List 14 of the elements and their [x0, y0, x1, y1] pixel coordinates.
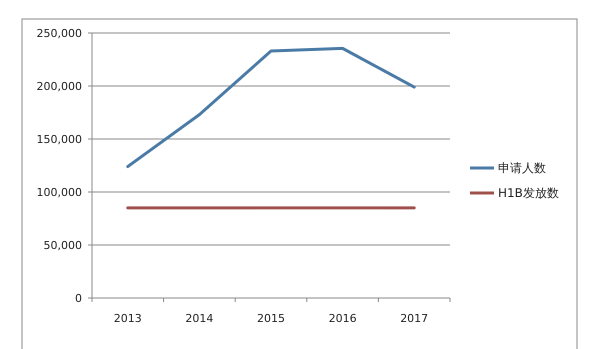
y-tick-label: 100,000 — [36, 186, 82, 199]
legend-label: 申请人数 — [498, 161, 546, 176]
x-tick-label: 2014 — [185, 312, 214, 325]
y-tick-label: 200,000 — [36, 80, 82, 93]
x-tick-label: 2015 — [257, 312, 285, 325]
legend-label: H1B发放数 — [498, 186, 559, 200]
x-tick-label: 2013 — [114, 312, 142, 325]
y-tick-label: 150,000 — [36, 132, 82, 146]
line-series — [126, 46, 416, 168]
y-tick-label: 250,000 — [36, 26, 82, 40]
y-tick-label: 50,000 — [44, 238, 82, 252]
x-tick-label: 2017 — [400, 312, 428, 325]
x-tick-label: 2016 — [328, 312, 357, 325]
y-tick-label: 0 — [75, 292, 82, 305]
